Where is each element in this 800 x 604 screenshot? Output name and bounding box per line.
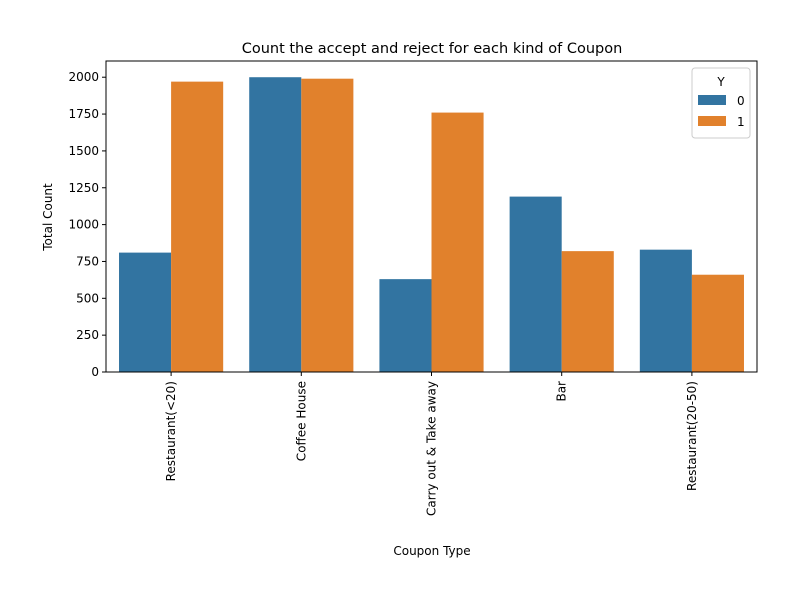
y-tick-label: 500 <box>76 291 99 305</box>
plot-frame <box>105 60 758 373</box>
x-tick-label: Carry out & Take away <box>425 381 439 516</box>
legend-swatch-1 <box>698 116 726 126</box>
x-axis-label: Coupon Type <box>393 544 470 558</box>
x-tick-label: Restaurant(20-50) <box>685 381 699 491</box>
legend-swatch-0 <box>698 95 726 105</box>
legend-title: Y <box>716 75 725 89</box>
y-tick-label: 1000 <box>68 218 99 232</box>
bar-restaurant-20-50--y1 <box>691 274 744 372</box>
x-tick-label: Restaurant(<20) <box>164 381 178 481</box>
bar-restaurant-20--y0 <box>119 252 172 372</box>
legend: Y 0 1 <box>691 67 751 139</box>
bar-restaurant-20--y1 <box>171 81 224 372</box>
y-tick-label: 1750 <box>68 107 99 121</box>
x-tick-label: Coffee House <box>294 381 308 461</box>
y-tick-label: 0 <box>91 365 99 379</box>
y-axis-label: Total Count <box>41 183 55 252</box>
y-tick-label: 250 <box>76 328 99 342</box>
bar-bar-y0 <box>509 196 562 372</box>
bar-coffee-house-y0 <box>249 77 302 373</box>
legend-label-0: 0 <box>737 94 745 108</box>
bar-carry-out-take-away-y1 <box>431 112 484 372</box>
x-axis: Restaurant(<20) Coffee House Carry out & T… <box>164 372 699 516</box>
y-tick-label: 1500 <box>68 144 99 158</box>
bar-restaurant-20-50--y0 <box>639 249 692 372</box>
chart-title: Count the accept and reject for each kin… <box>242 41 623 57</box>
x-tick-label: Bar <box>555 381 569 402</box>
bar-carry-out-take-away-y0 <box>379 279 432 372</box>
y-axis: 0 250 500 750 1000 1250 1500 1750 2000 <box>68 70 106 379</box>
legend-label-1: 1 <box>737 115 745 129</box>
bar-bar-y1 <box>561 251 614 372</box>
bars <box>119 77 744 373</box>
y-tick-label: 750 <box>76 254 99 268</box>
y-tick-label: 2000 <box>68 70 99 84</box>
y-tick-label: 1250 <box>68 181 99 195</box>
bar-coffee-house-y1 <box>301 78 354 373</box>
